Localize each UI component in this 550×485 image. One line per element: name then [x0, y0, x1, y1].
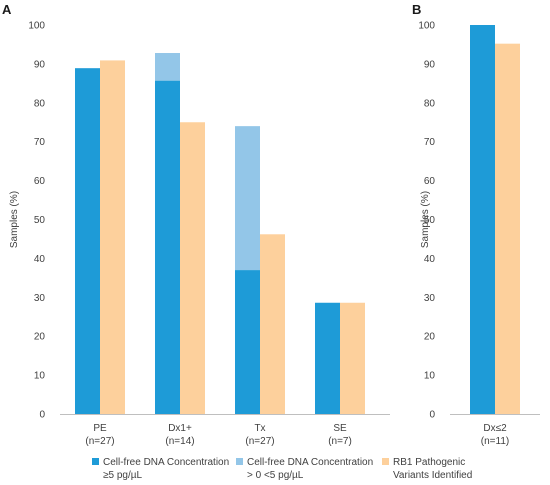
panel-label-A: A — [2, 2, 12, 17]
x-tick-label: Dx1+ — [168, 423, 192, 434]
x-tick-label: Tx — [254, 423, 265, 434]
y-tick-label: 30 — [34, 293, 46, 304]
x-tick-label: SE — [333, 423, 347, 434]
y-tick-label: 100 — [418, 21, 435, 32]
x-tick-sublabel: (n=27) — [85, 436, 114, 447]
legend-label-rb1: RB1 Pathogenic — [393, 457, 465, 468]
x-tick-sublabel: (n=11) — [481, 436, 509, 447]
bar-cfdna-low-Tx — [235, 126, 260, 271]
x-tick-label: Dx≤2 — [483, 423, 507, 434]
y-axis-title: Samples (%) — [420, 191, 431, 248]
y-tick-label: 90 — [34, 59, 46, 70]
y-tick-label: 40 — [424, 254, 436, 265]
y-tick-label: 50 — [34, 215, 46, 226]
y-tick-label: 70 — [424, 137, 436, 148]
legend-sublabel-low: > 0 <5 pg/µL — [247, 470, 304, 481]
bar-cfdna-high-Dx≤2 — [470, 25, 495, 414]
panel-label-B: B — [412, 2, 421, 17]
y-tick-label: 80 — [34, 98, 46, 109]
y-tick-label: 100 — [28, 21, 45, 32]
legend-sublabel-rb1: Variants Identified — [393, 470, 472, 481]
y-tick-label: 50 — [424, 215, 436, 226]
x-tick-sublabel: (n=7) — [328, 436, 352, 447]
bar-rb1-Dx1+ — [180, 122, 205, 414]
y-tick-label: 60 — [34, 176, 46, 187]
bar-cfdna-high-Tx — [235, 270, 260, 414]
y-tick-label: 20 — [424, 332, 436, 343]
legend-swatch-low — [236, 458, 243, 465]
bar-cfdna-low-Dx1+ — [155, 53, 180, 81]
y-tick-label: 90 — [424, 59, 436, 70]
bar-cfdna-high-Dx1+ — [155, 80, 180, 414]
bar-cfdna-high-SE — [315, 302, 340, 414]
y-tick-label: 10 — [34, 371, 46, 382]
y-tick-label: 80 — [424, 98, 436, 109]
bar-rb1-Tx — [260, 234, 285, 414]
y-tick-label: 40 — [34, 254, 46, 265]
x-tick-label: PE — [93, 423, 107, 434]
legend-label-low: Cell-free DNA Concentration — [247, 457, 373, 468]
bar-rb1-SE — [340, 302, 365, 414]
y-tick-label: 0 — [39, 410, 45, 421]
bar-cfdna-high-PE — [75, 68, 100, 414]
y-tick-label: 70 — [34, 137, 46, 148]
bar-rb1-PE — [100, 60, 125, 415]
y-axis-title: Samples (%) — [9, 191, 20, 248]
y-tick-label: 10 — [424, 371, 436, 382]
legend-label-high: Cell-free DNA Concentration — [103, 457, 229, 468]
bar-rb1-Dx≤2 — [495, 43, 520, 415]
legend-swatch-rb1 — [382, 458, 389, 465]
x-tick-sublabel: (n=27) — [245, 436, 274, 447]
legend-sublabel-high: ≥5 pg/µL — [103, 470, 142, 481]
legend-swatch-high — [92, 458, 99, 465]
y-tick-label: 20 — [34, 332, 46, 343]
x-tick-sublabel: (n=14) — [165, 436, 194, 447]
y-tick-label: 60 — [424, 176, 436, 187]
y-tick-label: 0 — [429, 410, 435, 421]
y-tick-label: 30 — [424, 293, 436, 304]
